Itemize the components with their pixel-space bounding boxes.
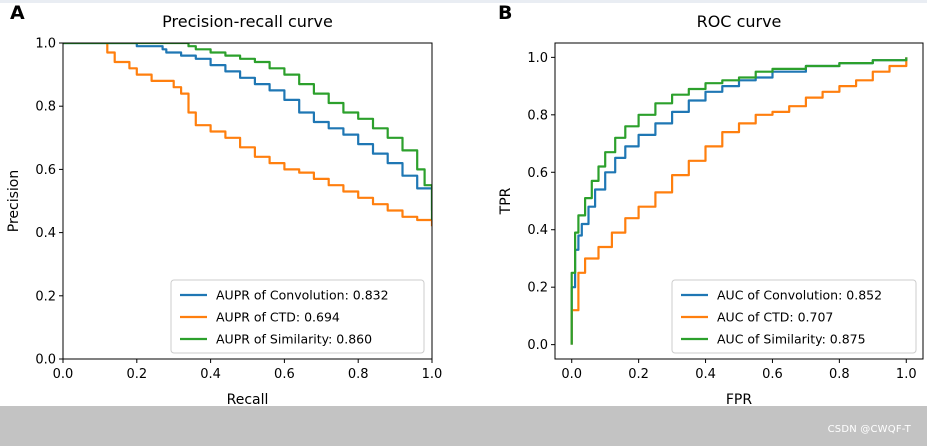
- panel-a-xtick-label: 1.0: [422, 367, 443, 382]
- panel-a-xtick-label: 0.2: [126, 367, 147, 382]
- panel-b-legend-box: [671, 279, 917, 354]
- panel-a-ytick-label: 0.6: [35, 163, 56, 178]
- panel-a-series-line-1: [63, 43, 432, 211]
- panel-b-ytick-label: 0.8: [527, 108, 548, 123]
- panel-b-xlabel: FPR: [726, 392, 752, 408]
- footer-bar: [0, 406, 927, 446]
- panel-b-legend-entry-1: AUC of Convolution: 0.852: [717, 288, 882, 303]
- panel-b-legend-entry-2: AUC of CTD: 0.707: [717, 310, 833, 325]
- panel-b-ytick-label: 0.0: [527, 338, 548, 353]
- panel-a-xtick-label: 0.8: [348, 367, 369, 382]
- panel-b-ytick-label: 0.2: [527, 281, 548, 296]
- panel-b-legend-entry-3: AUC of Similarity: 0.875: [717, 332, 866, 347]
- panel-b-xtick-label: 0.4: [695, 367, 716, 382]
- panel-a-xtick-label: 0.0: [53, 367, 74, 382]
- panel-a-legend-box: [170, 279, 425, 354]
- panel-b-title: ROC curve: [697, 12, 782, 31]
- panel-a-label: A: [10, 2, 25, 24]
- panel-a-xtick-label: 0.6: [274, 367, 295, 382]
- panel-b-xtick-label: 0.2: [628, 367, 649, 382]
- panel-a-ytick-label: 0.8: [35, 100, 56, 115]
- panel-a-series-line-3: [63, 43, 432, 220]
- panel-b-xtick-label: 0.6: [762, 367, 783, 382]
- panel-b-series-line-2: [570, 57, 908, 345]
- panel-b-series-line-3: [570, 57, 908, 345]
- panel-a-ytick-label: 0.4: [35, 226, 56, 241]
- panel-b-ytick-label: 1.0: [527, 51, 548, 66]
- panel-a-ylabel: Precision: [6, 170, 22, 232]
- watermark: CSDN @CWQF-T: [827, 424, 911, 435]
- panel-b-axes-frame: [554, 42, 924, 360]
- panel-b-series-line-1: [570, 57, 908, 345]
- panel-b-ytick-label: 0.4: [527, 223, 548, 238]
- panel-a-xtick-label: 0.4: [200, 367, 221, 382]
- panel-b-xtick-label: 0.0: [561, 367, 582, 382]
- panel-b-label: B: [498, 2, 512, 24]
- panel-b-ylabel: TPR: [498, 187, 514, 215]
- panel-a-ytick-label: 0.0: [35, 353, 56, 368]
- panel-a-title: Precision-recall curve: [162, 12, 333, 31]
- panel-a-legend-entry-3: AUPR of Similarity: 0.860: [216, 332, 372, 347]
- top-strip: [0, 0, 927, 3]
- panel-b-xtick-label: 1.0: [896, 367, 917, 382]
- panel-a-ytick-label: 1.0: [35, 37, 56, 52]
- panel-a-ytick-label: 0.2: [35, 289, 56, 304]
- panel-a-xlabel: Recall: [227, 392, 269, 408]
- panel-b-xtick-label: 0.8: [829, 367, 850, 382]
- panel-a-legend-entry-1: AUPR of Convolution: 0.832: [216, 288, 389, 303]
- panel-b-ytick-label: 0.6: [527, 166, 548, 181]
- panel-a-series-line-2: [106, 43, 432, 227]
- panel-a-legend-entry-2: AUPR of CTD: 0.694: [216, 310, 340, 325]
- panel-a-axes-frame: [62, 42, 433, 360]
